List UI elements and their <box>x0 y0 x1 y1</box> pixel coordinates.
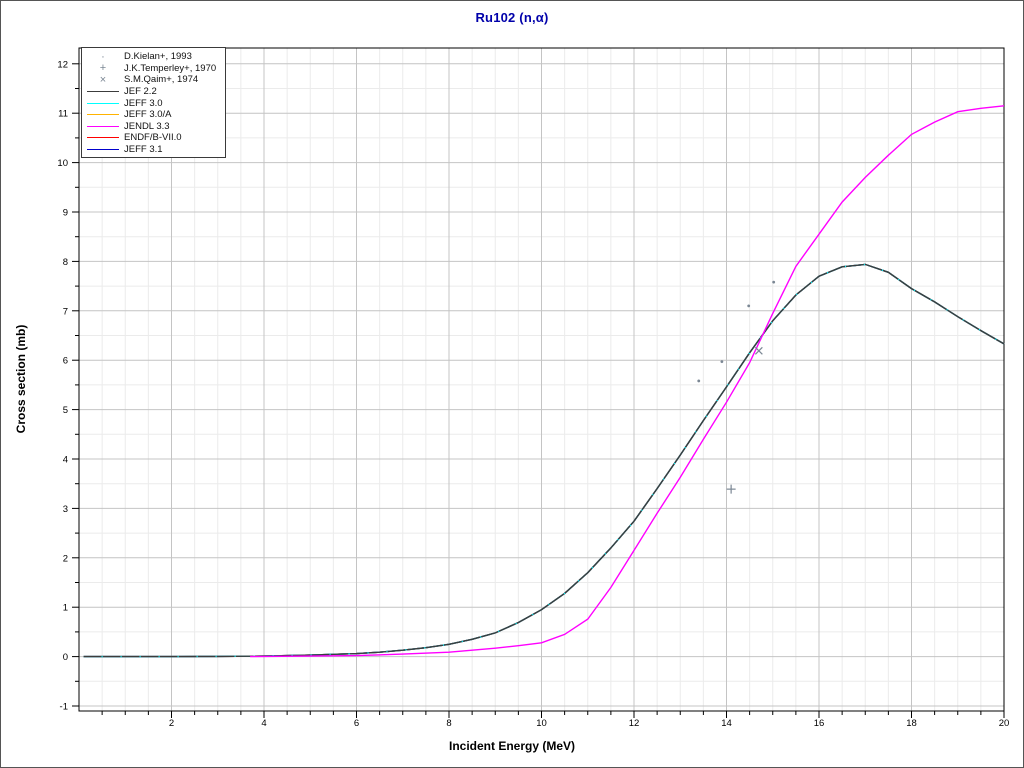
legend-line-swatch <box>82 121 124 133</box>
x-tick-label: 20 <box>999 718 1010 729</box>
y-tick-label: 3 <box>63 504 68 515</box>
legend-label: JEFF 3.1 <box>124 144 163 156</box>
legend-item: ENDF/B-VII.0 <box>82 132 225 144</box>
y-tick-label: 11 <box>58 109 68 120</box>
legend-marker-plus-icon: + <box>82 63 124 75</box>
x-tick-label: 18 <box>906 718 917 729</box>
legend-item: JEFF 3.0/A <box>82 109 225 121</box>
x-tick-label: 14 <box>721 718 732 729</box>
y-tick-label: 7 <box>63 306 68 317</box>
cross-marker-glyph: × <box>99 73 107 86</box>
x-tick-label: 10 <box>536 718 547 729</box>
legend-label: JEFF 3.0/A <box>124 109 172 121</box>
legend-item: JEF 2.2 <box>82 86 225 98</box>
y-tick-label: 5 <box>63 405 68 416</box>
series-jeff-3-0 <box>83 263 1005 658</box>
legend-line <box>87 137 119 139</box>
legend-item: JENDL 3.3 <box>82 121 225 133</box>
legend-line-swatch <box>82 109 124 121</box>
legend-item: + J.K.Temperley+, 1970 <box>82 63 225 75</box>
series-jeff-3-0-a <box>83 263 1005 658</box>
y-tick-label: 4 <box>63 455 68 466</box>
legend-label: ENDF/B-VII.0 <box>124 132 182 144</box>
y-tick-label: 0 <box>63 652 68 663</box>
legend-item: × S.M.Qaim+, 1974 <box>82 74 225 86</box>
legend-line-swatch <box>82 97 124 109</box>
series-jeff-3-1 <box>83 263 1005 658</box>
x-axis-label: Incident Energy (MeV) <box>448 739 576 753</box>
y-tick-label: 9 <box>63 208 68 219</box>
legend-line <box>87 125 119 127</box>
y-tick-label: 8 <box>63 257 68 268</box>
legend-item: · D.Kielan+, 1993 <box>82 51 225 63</box>
chart-title: Ru102 (n,α) <box>475 10 549 25</box>
y-tick-label: 6 <box>63 356 68 367</box>
legend-line-swatch <box>82 144 124 156</box>
series-endf-b-vii-0 <box>83 263 1005 658</box>
legend-line <box>87 114 119 116</box>
legend-label: JENDL 3.3 <box>124 120 170 132</box>
x-tick-label: 12 <box>629 718 640 729</box>
y-tick-label: 12 <box>57 59 68 70</box>
legend-line-swatch <box>82 132 124 144</box>
x-tick-label: 8 <box>446 718 451 729</box>
x-tick-label: 2 <box>169 718 174 729</box>
legend-line <box>87 149 119 151</box>
legend-item: JEFF 3.0 <box>82 97 225 109</box>
y-tick-label: -1 <box>60 702 68 713</box>
x-tick-label: 6 <box>354 718 359 729</box>
x-tick-label: 4 <box>261 718 266 729</box>
legend-label: D.Kielan+, 1993 <box>124 51 192 63</box>
dot-marker-glyph: · <box>101 50 105 63</box>
legend-label: S.M.Qaim+, 1974 <box>124 74 199 86</box>
datapoint-dot <box>697 379 701 383</box>
datapoint-cross <box>754 346 763 355</box>
legend-line <box>87 91 119 93</box>
datapoint-dot <box>772 280 776 284</box>
legend-marker-cross-icon: × <box>82 74 124 86</box>
series-jef-2-2 <box>83 263 1005 658</box>
legend-line <box>87 102 119 104</box>
legend-line-swatch <box>82 86 124 98</box>
y-axis-label: Cross section (mb) <box>14 324 28 434</box>
legend-label: J.K.Temperley+, 1970 <box>124 62 217 74</box>
datapoint-dot <box>747 304 751 308</box>
datapoint-dot <box>720 360 724 364</box>
legend-marker-dot-icon: · <box>82 51 124 63</box>
y-tick-label: 10 <box>57 158 68 169</box>
legend-label: JEF 2.2 <box>124 86 157 98</box>
y-tick-label: 2 <box>63 553 68 564</box>
x-tick-label: 16 <box>814 718 825 729</box>
series-jendl-3-3 <box>250 105 1005 658</box>
legend-item: JEFF 3.1 <box>82 144 225 156</box>
legend: · D.Kielan+, 1993 + J.K.Temperley+, 1970 × S.… <box>81 47 226 158</box>
y-tick-label: 1 <box>63 603 68 614</box>
legend-label: JEFF 3.0 <box>124 97 163 109</box>
plus-marker-glyph: + <box>99 62 107 75</box>
